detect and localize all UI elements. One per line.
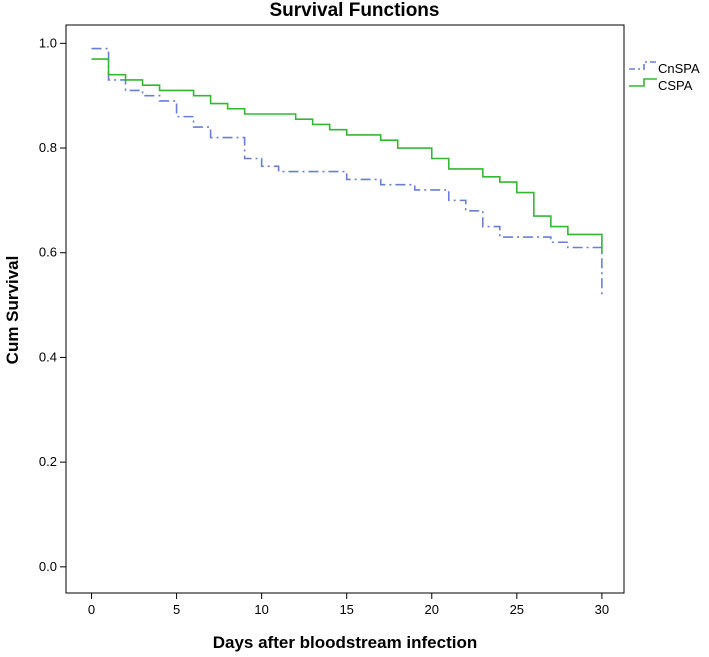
legend-label: CSPA [658,78,693,93]
x-tick-label: 15 [339,602,353,617]
y-tick-label: 0.0 [39,559,57,574]
y-tick-label: 0.2 [39,454,57,469]
legend-swatch-cspa [629,78,657,87]
x-tick-label: 25 [510,602,524,617]
x-tick-label: 30 [595,602,609,617]
plot-area-frame [65,24,625,594]
chart-title: Survival Functions [269,0,440,21]
y-axis-title: Cum Survival [3,256,22,365]
x-axis-title: Days after bloodstream infection [213,633,478,652]
y-tick-label: 0.4 [39,349,57,364]
y-tick-label: 0.8 [39,140,57,155]
series-line-cspa [91,58,603,253]
x-axis: 0 5 10 15 20 25 30 [88,593,609,617]
legend-label: CnSPA [658,61,700,76]
x-tick-label: 10 [254,602,268,617]
x-tick-label: 20 [425,602,439,617]
y-axis: 0.0 0.2 0.4 0.6 0.8 1.0 [39,35,66,574]
x-tick-label: 0 [88,602,95,617]
legend-swatch-cnspa [629,61,657,70]
legend: CnSPA CSPA [629,61,700,93]
y-tick-label: 1.0 [39,35,57,50]
y-tick-label: 0.6 [39,245,57,260]
series-line-cnspa [91,47,603,295]
series-layer [91,47,603,295]
x-tick-label: 5 [173,602,180,617]
